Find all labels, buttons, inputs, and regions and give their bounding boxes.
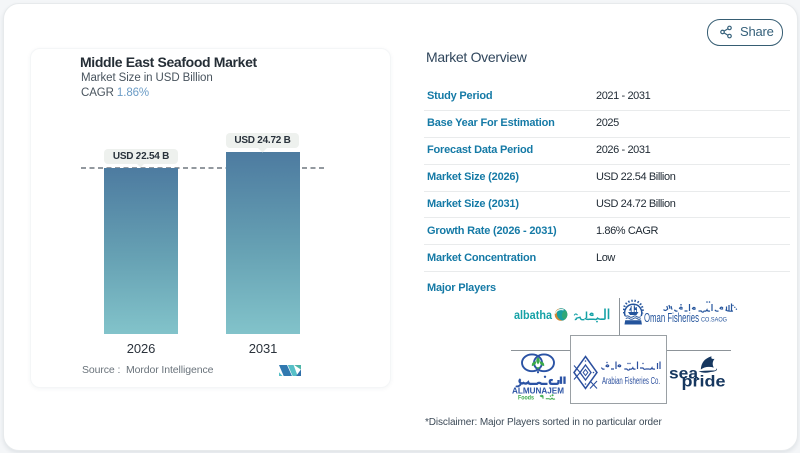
svg-text:Arabian Fisheries Co.: Arabian Fisheries Co. — [602, 376, 660, 387]
svg-text:ALMUNAJEM: ALMUNAJEM — [512, 387, 564, 396]
svg-text:Foods: Foods — [518, 396, 535, 401]
svg-text:pride: pride — [682, 374, 726, 391]
svg-text:albatha: albatha — [514, 308, 552, 322]
svg-text:Oman Fisheries: Oman Fisheries — [644, 311, 699, 325]
svg-text:sea: sea — [669, 366, 698, 383]
svg-text:CO.SAOG: CO.SAOG — [701, 317, 727, 324]
